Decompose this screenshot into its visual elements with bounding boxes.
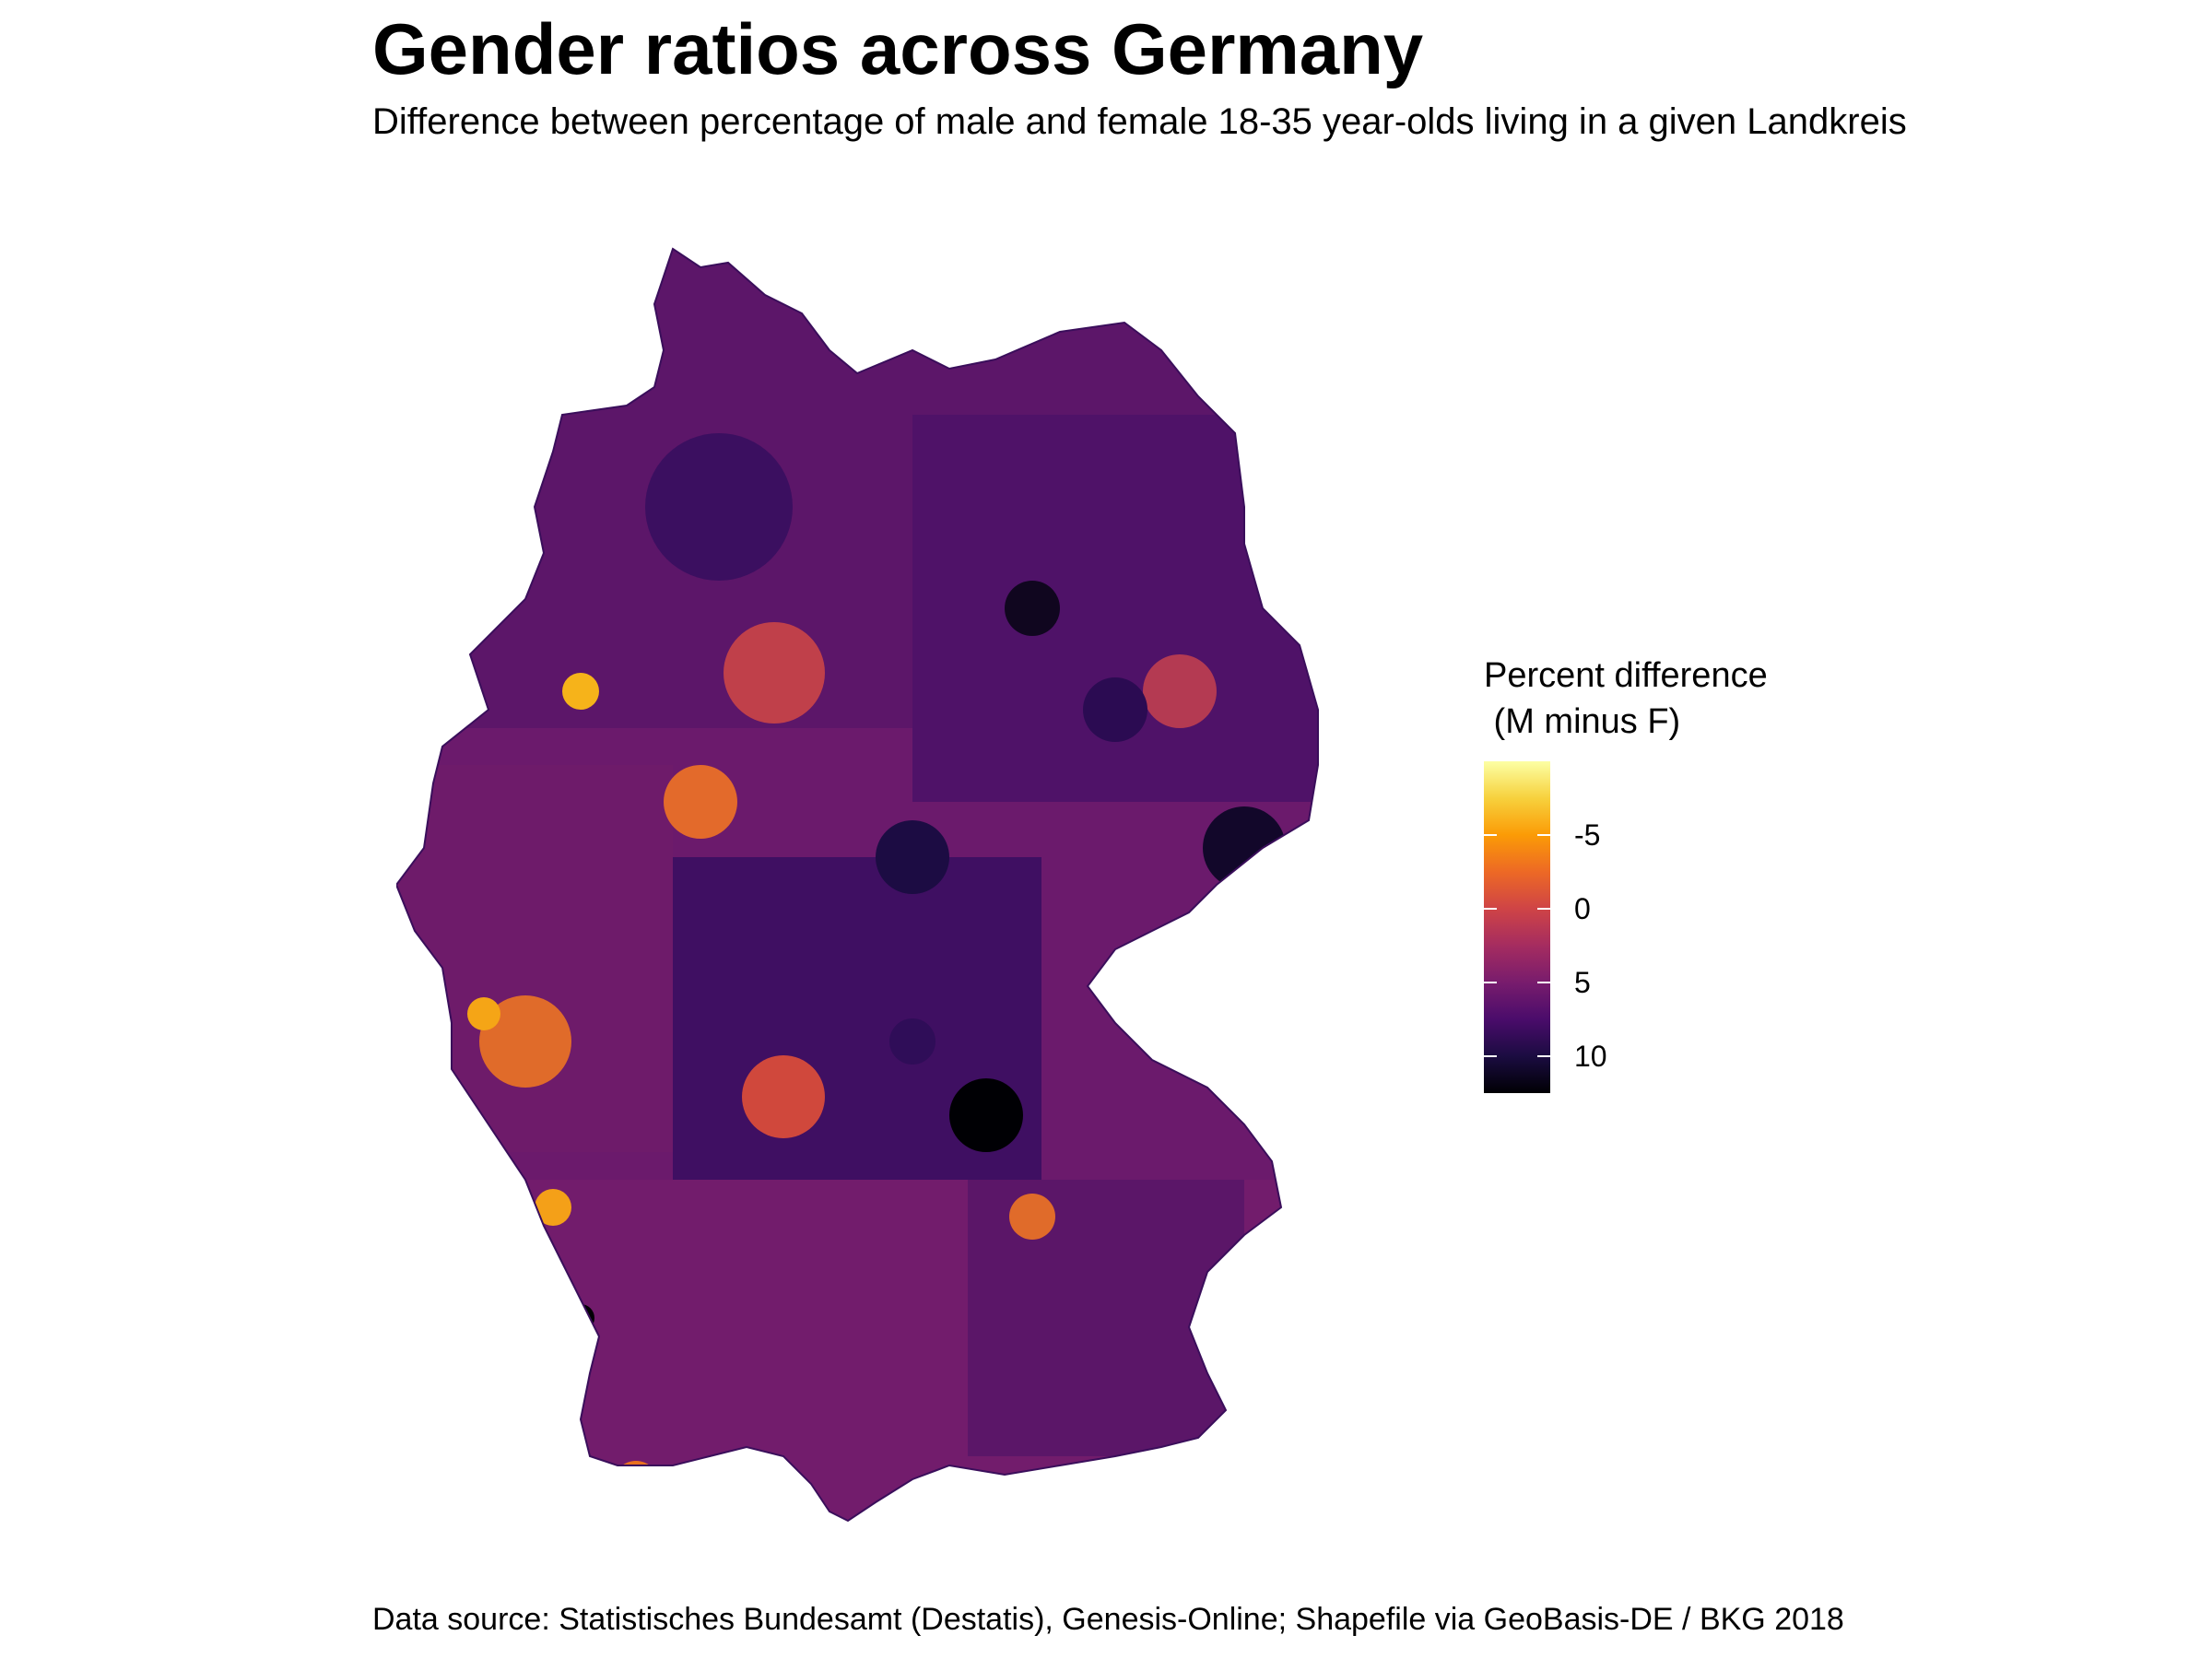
legend-colorbar — [1484, 761, 1550, 1093]
legend-tick-mark — [1484, 834, 1497, 836]
legend-tick-label: -5 — [1574, 818, 1601, 852]
legend-tick-mark — [1484, 982, 1497, 983]
page-title: Gender ratios across Germany — [372, 8, 1424, 89]
germany-choropleth-map — [396, 212, 1401, 1539]
legend-tick-mark — [1537, 834, 1550, 836]
legend-tick-mark — [1484, 1055, 1497, 1057]
legend-tick-mark — [1537, 908, 1550, 910]
legend-title: Percent difference (M minus F) — [1484, 656, 1768, 741]
legend-tick-mark — [1537, 1055, 1550, 1057]
germany-border — [396, 247, 1319, 1523]
map-svg — [396, 247, 1319, 1523]
page-subtitle: Difference between percentage of male an… — [372, 101, 1907, 142]
landkreis-regions — [396, 249, 1318, 1521]
legend-tick-label: 0 — [1574, 892, 1591, 925]
legend-tick-label: 5 — [1574, 966, 1591, 999]
legend-tick-label: 10 — [1574, 1040, 1607, 1073]
color-legend: Percent difference (M minus F) -5 0 5 10 — [1484, 653, 1853, 1113]
data-source-caption: Data source: Statistisches Bundesamt (De… — [372, 1602, 1844, 1637]
legend-tick-mark — [1537, 982, 1550, 983]
legend-tick-mark — [1484, 908, 1497, 910]
